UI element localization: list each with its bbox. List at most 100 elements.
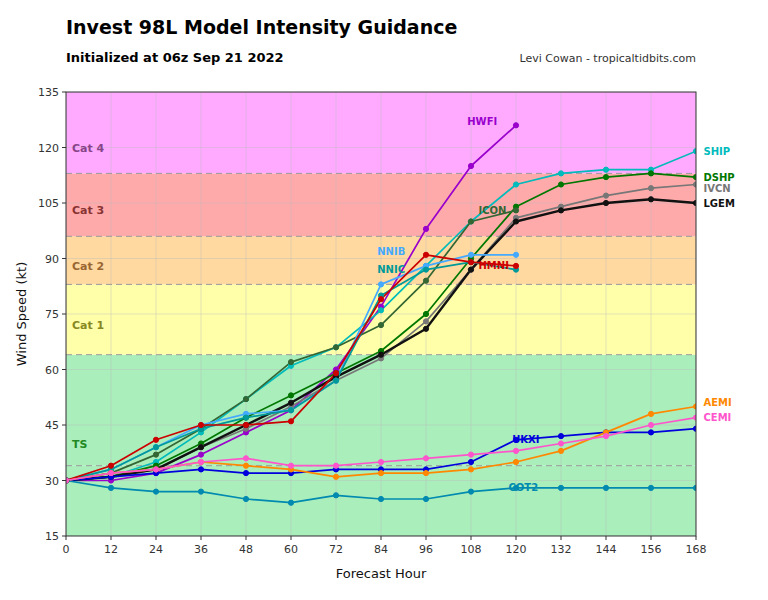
- series-point: [468, 489, 473, 494]
- series-point: [648, 422, 653, 427]
- series-point: [423, 267, 428, 272]
- model-label: DSHP: [704, 172, 735, 183]
- series-point: [423, 326, 428, 331]
- series-point: [648, 430, 653, 435]
- y-tick-label: 105: [38, 197, 59, 210]
- series-point: [333, 371, 338, 376]
- model-label: NNIC: [377, 264, 405, 275]
- x-tick-label: 168: [686, 543, 707, 556]
- series-point: [333, 463, 338, 468]
- grid-line: [66, 258, 696, 259]
- y-tick-label: 60: [45, 364, 59, 377]
- series-point: [423, 456, 428, 461]
- x-tick-label: 84: [374, 543, 388, 556]
- series-point: [423, 496, 428, 501]
- series-point: [243, 415, 248, 420]
- series-point: [558, 441, 563, 446]
- series-point: [423, 471, 428, 476]
- grid-line: [66, 425, 696, 426]
- plot-frame: [66, 92, 696, 536]
- grid-line: [66, 314, 696, 315]
- series-point: [423, 311, 428, 316]
- model-label: HMNI: [479, 260, 509, 271]
- x-tick-label: 144: [596, 543, 617, 556]
- series-point: [468, 452, 473, 457]
- model-label: CEMI: [704, 412, 732, 423]
- y-tick-label: 120: [38, 142, 59, 155]
- credit: Levi Cowan - tropicaltidbits.com: [520, 52, 696, 65]
- series-point: [333, 378, 338, 383]
- series-point: [108, 463, 113, 468]
- model-label: LGEM: [704, 198, 735, 209]
- series-point: [153, 467, 158, 472]
- category-label: Cat 4: [72, 142, 105, 155]
- y-tick: [62, 425, 66, 426]
- y-tick: [62, 314, 66, 315]
- series-point: [378, 297, 383, 302]
- series-point: [333, 493, 338, 498]
- series-line: [66, 199, 696, 480]
- series-point: [243, 397, 248, 402]
- series-point: [243, 397, 248, 402]
- series-line: [66, 210, 516, 480]
- series-point: [153, 467, 158, 472]
- series-point: [513, 448, 518, 453]
- series-point: [513, 219, 518, 224]
- grid-line: [66, 147, 696, 148]
- series-point: [198, 445, 203, 450]
- series-point: [153, 445, 158, 450]
- series-point: [558, 171, 563, 176]
- model-label: AEMI: [704, 397, 732, 408]
- model-label: ICON: [479, 205, 507, 216]
- grid-line: [66, 369, 696, 370]
- category-threshold: [66, 236, 696, 237]
- y-tick-label: 90: [45, 253, 59, 266]
- series-point: [288, 400, 293, 405]
- category-label: TS: [72, 438, 88, 451]
- series-point: [513, 263, 518, 268]
- x-tick: [606, 536, 607, 540]
- x-tick-label: 96: [419, 543, 433, 556]
- series-point: [153, 445, 158, 450]
- x-tick: [201, 536, 202, 540]
- x-tick: [246, 536, 247, 540]
- series-point: [378, 282, 383, 287]
- y-tick: [62, 536, 66, 537]
- series-point: [468, 459, 473, 464]
- x-tick-label: 120: [506, 543, 527, 556]
- series-point: [243, 463, 248, 468]
- series-line: [66, 255, 516, 481]
- y-tick-label: 45: [45, 419, 59, 432]
- series-point: [468, 267, 473, 272]
- y-tick-label: 75: [45, 308, 59, 321]
- y-tick: [62, 258, 66, 259]
- series-point: [468, 219, 473, 224]
- x-tick-label: 12: [104, 543, 118, 556]
- series-point: [378, 459, 383, 464]
- series-point: [423, 252, 428, 257]
- series-point: [648, 186, 653, 191]
- series-point: [513, 208, 518, 213]
- y-tick: [62, 147, 66, 148]
- series-point: [198, 459, 203, 464]
- series-line: [66, 262, 516, 480]
- x-tick: [471, 536, 472, 540]
- series-point: [198, 422, 203, 427]
- series-point: [513, 459, 518, 464]
- series-point: [603, 193, 608, 198]
- series-line: [66, 418, 696, 481]
- category-label: Cat 1: [72, 319, 104, 332]
- series-point: [468, 267, 473, 272]
- model-label: HWFI: [467, 116, 497, 127]
- series-point: [153, 437, 158, 442]
- category-label: Cat 2: [72, 260, 104, 273]
- series-point: [153, 467, 158, 472]
- series-point: [648, 197, 653, 202]
- x-tick-label: 48: [239, 543, 253, 556]
- series-point: [468, 260, 473, 265]
- series-point: [558, 208, 563, 213]
- series-point: [333, 378, 338, 383]
- series-point: [423, 319, 428, 324]
- x-tick-label: 132: [551, 543, 572, 556]
- series-point: [288, 393, 293, 398]
